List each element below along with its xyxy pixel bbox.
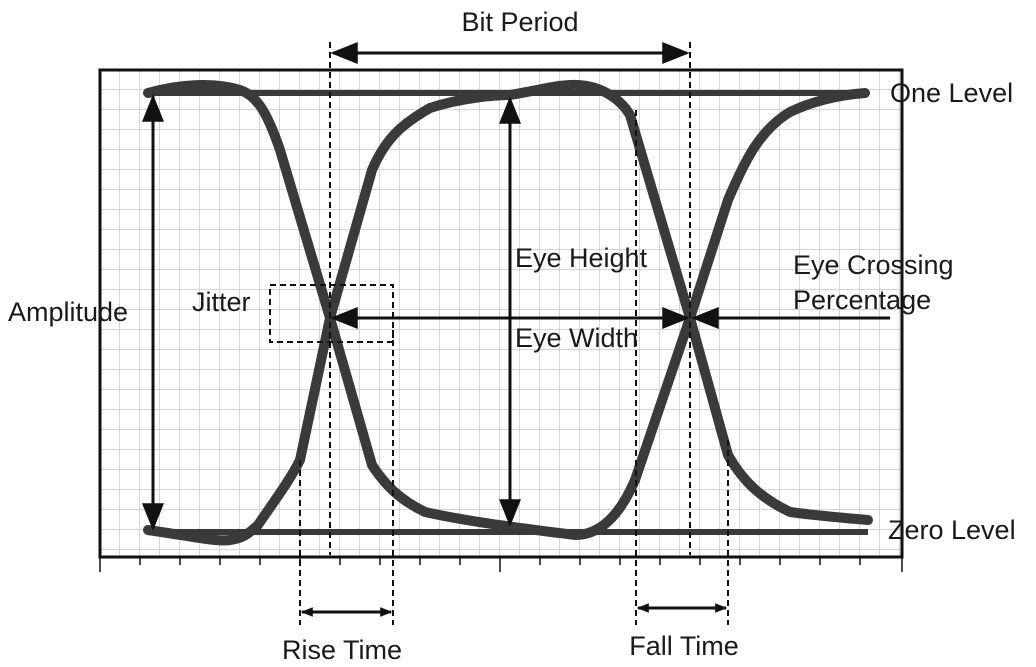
scope-frame bbox=[98, 68, 904, 572]
eye-crossing-label: Eye Crossing bbox=[793, 250, 954, 280]
zero-level-label: Zero Level bbox=[888, 515, 1016, 545]
one-level-label: One Level bbox=[890, 78, 1013, 108]
amplitude-label: Amplitude bbox=[8, 297, 128, 327]
measurements bbox=[142, 42, 890, 625]
jitter-label: Jitter bbox=[192, 287, 251, 317]
eye-crossing-label: Percentage bbox=[793, 285, 931, 315]
rise-time-label: Rise Time bbox=[282, 635, 402, 665]
eye-height-label: Eye Height bbox=[515, 243, 648, 273]
fall-time-label: Fall Time bbox=[629, 631, 739, 661]
bit-period-label: Bit Period bbox=[461, 7, 578, 37]
eye-width-label: Eye Width bbox=[515, 323, 638, 353]
